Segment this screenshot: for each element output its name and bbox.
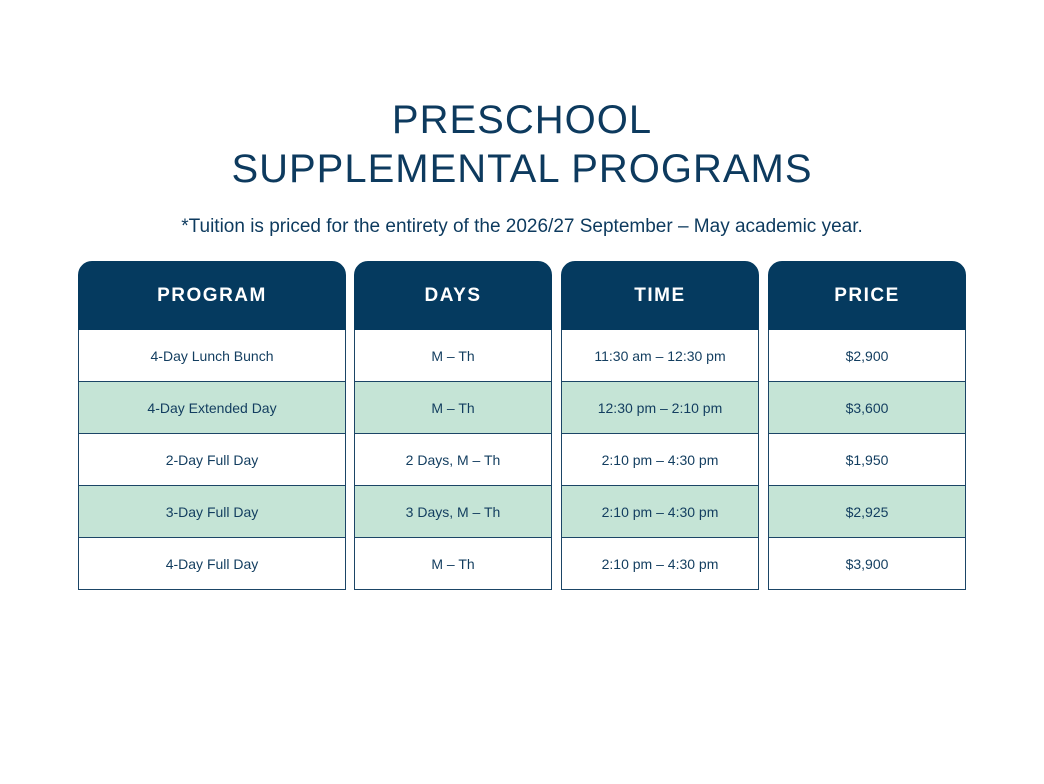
days-cell: 3 Days, M – Th	[354, 486, 552, 538]
price-header: PRICE	[768, 261, 966, 330]
program-header: PROGRAM	[78, 261, 346, 330]
time-column: TIME 11:30 am – 12:30 pm 12:30 pm – 2:10…	[561, 261, 759, 590]
time-cell: 12:30 pm – 2:10 pm	[561, 382, 759, 434]
program-cell: 2-Day Full Day	[78, 434, 346, 486]
time-cell: 2:10 pm – 4:30 pm	[561, 538, 759, 590]
time-cell: 2:10 pm – 4:30 pm	[561, 434, 759, 486]
days-cell: M – Th	[354, 330, 552, 382]
program-cell: 3-Day Full Day	[78, 486, 346, 538]
page-title-line-2: SUPPLEMENTAL PROGRAMS	[231, 147, 813, 191]
price-cell: $2,925	[768, 486, 966, 538]
price-cell: $3,600	[768, 382, 966, 434]
time-cell: 2:10 pm – 4:30 pm	[561, 486, 759, 538]
time-cell: 11:30 am – 12:30 pm	[561, 330, 759, 382]
price-column: PRICE $2,900 $3,600 $1,950 $2,925 $3,900	[768, 261, 966, 590]
days-cell: M – Th	[354, 538, 552, 590]
days-cell: M – Th	[354, 382, 552, 434]
price-cell: $3,900	[768, 538, 966, 590]
days-cell: 2 Days, M – Th	[354, 434, 552, 486]
tuition-note: *Tuition is priced for the entirety of t…	[181, 216, 863, 237]
program-cell: 4-Day Lunch Bunch	[78, 330, 346, 382]
time-header: TIME	[561, 261, 759, 330]
price-cell: $1,950	[768, 434, 966, 486]
days-header: DAYS	[354, 261, 552, 330]
program-column: PROGRAM 4-Day Lunch Bunch 4-Day Extended…	[78, 261, 346, 590]
program-cell: 4-Day Full Day	[78, 538, 346, 590]
program-cell: 4-Day Extended Day	[78, 382, 346, 434]
days-column: DAYS M – Th M – Th 2 Days, M – Th 3 Days…	[354, 261, 552, 590]
page-title-line-1: PRESCHOOL	[391, 98, 653, 142]
price-cell: $2,900	[768, 330, 966, 382]
